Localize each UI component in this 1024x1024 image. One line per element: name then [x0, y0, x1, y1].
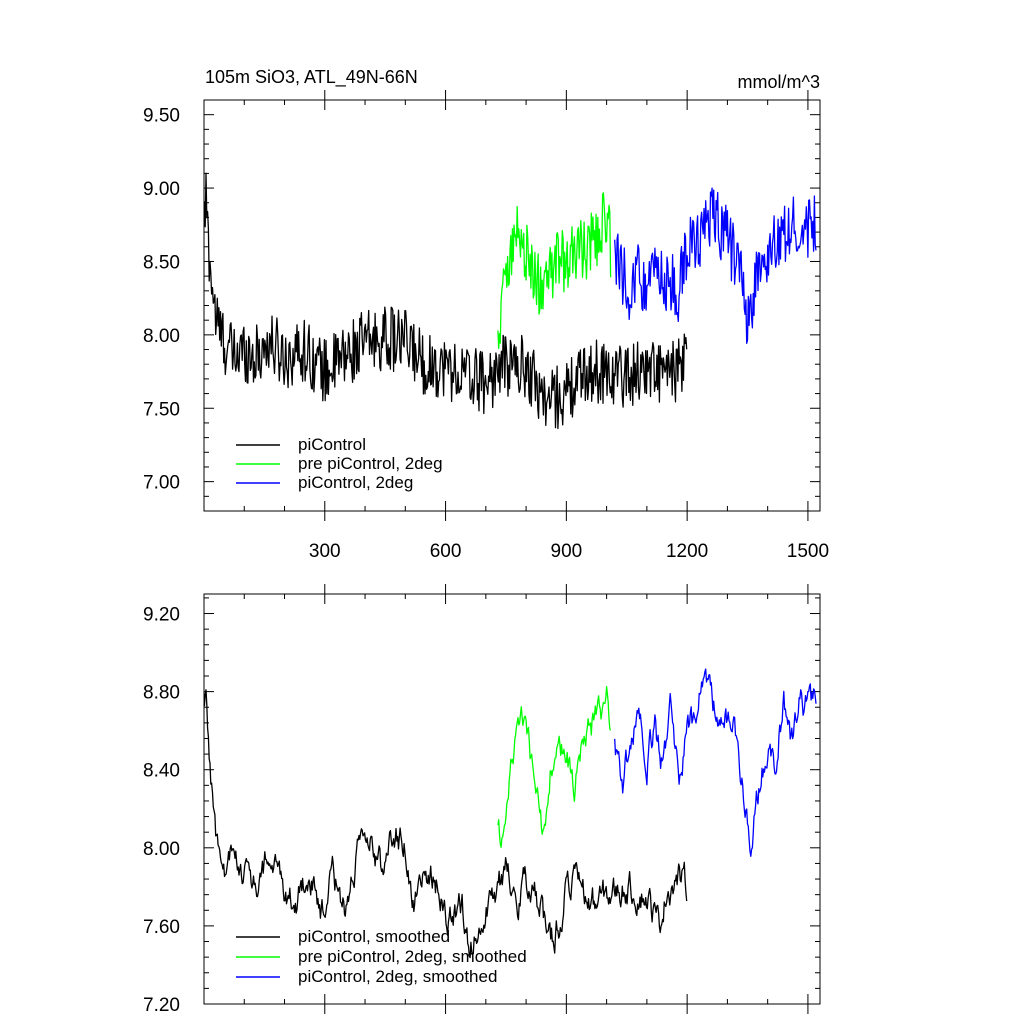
x-tick-label: 900	[551, 541, 583, 562]
y-tick-label: 8.00	[143, 839, 180, 860]
series-group	[204, 668, 817, 959]
y-tick-label: 8.80	[143, 683, 180, 704]
y-tick-label: 8.00	[143, 326, 180, 347]
series-group	[204, 172, 817, 430]
y-tick-label: 7.50	[143, 399, 180, 420]
y-tick-label: 8.50	[143, 252, 180, 273]
series-line-picontrol-2deg-smoothed	[614, 668, 817, 857]
x-tick-label: 1500	[787, 541, 829, 562]
y-tick-label: 9.50	[143, 106, 180, 127]
units-label: mmol/m^3	[738, 72, 820, 92]
legend-label: piControl	[298, 435, 366, 454]
chart-title: 105m SiO3, ATL_49N-66N	[205, 67, 418, 88]
bottom-chart-panel: 7.20 7.60 8.00 8.40 8.80 9.20 piControl, smoot…	[143, 584, 821, 1016]
x-tick-label: 300	[309, 541, 341, 562]
legend-label: pre piControl, 2deg	[298, 454, 443, 473]
y-tick-label: 9.00	[143, 179, 180, 200]
y-tick-label: 9.20	[143, 605, 180, 626]
legend-label: piControl, smoothed	[298, 927, 450, 946]
x-tick-label: 1200	[666, 541, 708, 562]
x-tick-label: 600	[430, 541, 462, 562]
legend-label: piControl, 2deg, smoothed	[298, 967, 497, 986]
plot-frame	[203, 593, 821, 1005]
y-tick-label: 7.20	[143, 995, 180, 1016]
legend-label: piControl, 2deg	[298, 473, 413, 492]
series-line-picontrol	[204, 172, 688, 430]
y-tick-label: 7.00	[143, 473, 180, 494]
series-line-picontrol-smoothed	[204, 689, 688, 959]
series-line-picontrol-2deg	[614, 187, 817, 344]
top-chart-panel: 105m SiO3, ATL_49N-66N mmol/m^3 7.00 7.50…	[143, 67, 829, 562]
plot-frame	[203, 99, 821, 512]
y-tick-label: 7.60	[143, 917, 180, 938]
y-tick-label: 8.40	[143, 761, 180, 782]
legend-label: pre piControl, 2deg, smoothed	[298, 947, 527, 966]
series-line-pre-picontrol-2deg	[497, 192, 612, 350]
series-line-pre-picontrol-2deg-smoothed	[497, 685, 612, 848]
